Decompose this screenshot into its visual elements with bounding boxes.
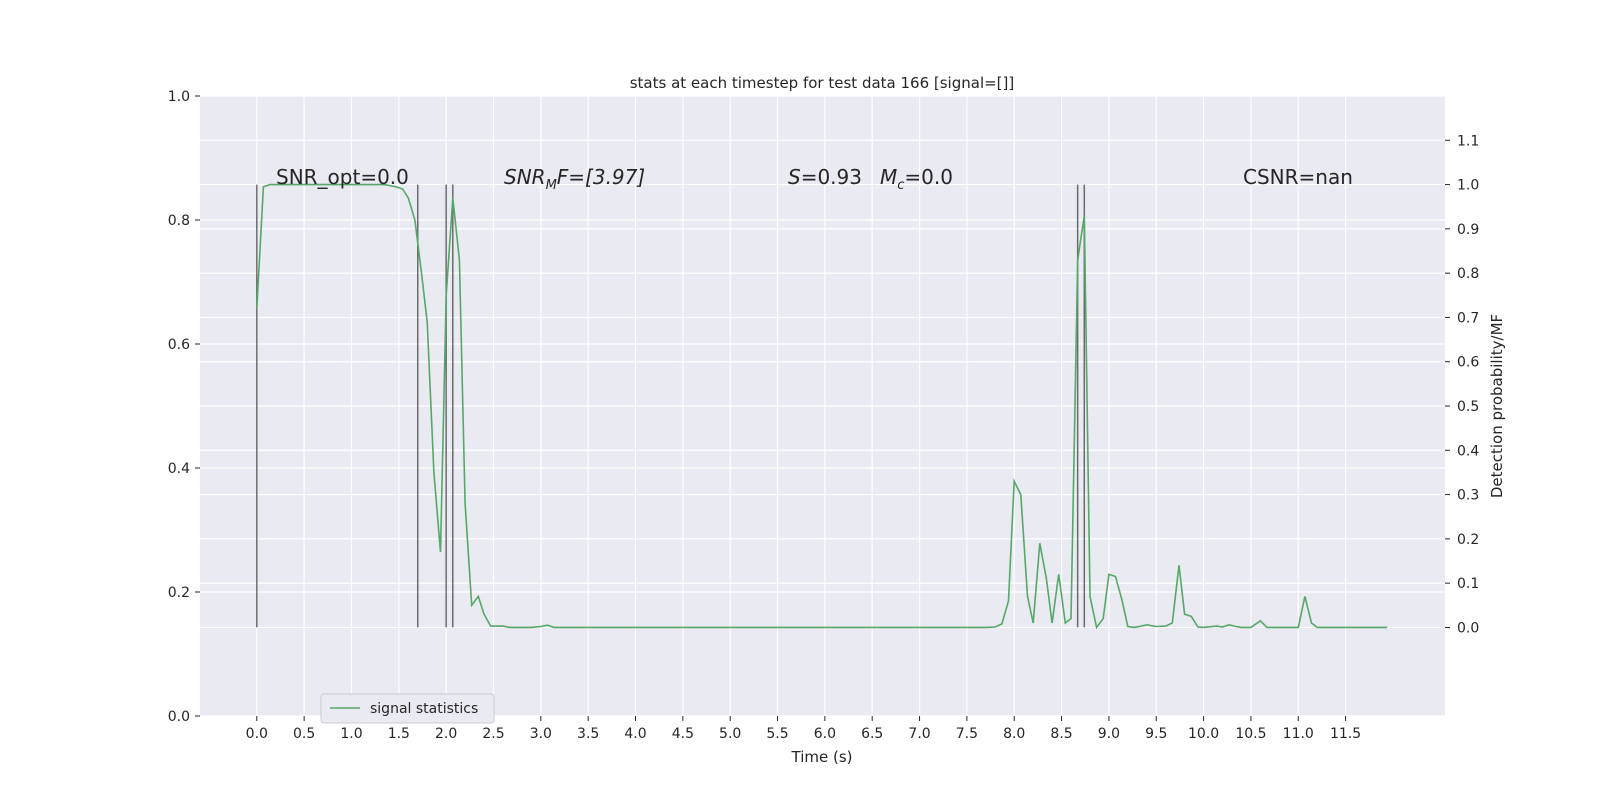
grid-right <box>200 139 1445 629</box>
y-axis-right-label: Detection probability/MF <box>1488 314 1506 498</box>
y-right-tick-label: 0.9 <box>1457 222 1479 238</box>
y-left-tick-label: 0.0 <box>168 709 190 725</box>
y-right-tick-label: 1.1 <box>1457 133 1479 149</box>
x-tick-label: 0.0 <box>246 726 268 742</box>
x-tick-label: 10.5 <box>1235 726 1266 742</box>
mc-subscript: c <box>897 178 904 193</box>
annotation-snr-mf: SNRMF=[3.97] <box>504 165 645 193</box>
legend-label: signal statistics <box>370 701 478 717</box>
x-tick-label: 8.5 <box>1050 726 1072 742</box>
x-tick-label: 1.5 <box>388 726 410 742</box>
legend-box <box>320 693 495 724</box>
y-left-tick-label: 0.4 <box>168 461 190 477</box>
annotation-s-mc: S=0.93 Mc=0.0 <box>788 165 953 193</box>
x-tick-label: 7.0 <box>908 726 930 742</box>
x-tick-label: 9.5 <box>1145 726 1167 742</box>
annotation-snr-opt: SNR_opt=0.0 <box>276 165 409 189</box>
y-right-tick-label: 0.6 <box>1457 355 1479 371</box>
x-tick-label: 7.5 <box>956 726 978 742</box>
mc-variable: M <box>880 165 897 189</box>
y-right-tick-label: 0.8 <box>1457 266 1479 282</box>
x-tick-label: 4.5 <box>672 726 694 742</box>
x-tick-label: 4.0 <box>624 726 646 742</box>
y-right-tick-label: 0.4 <box>1457 443 1479 459</box>
x-tick-label: 11.5 <box>1330 726 1361 742</box>
y-left-tick-label: 0.6 <box>168 337 190 353</box>
series-line-signal-statistics <box>256 183 1388 630</box>
legend: signal statistics <box>320 693 495 724</box>
event-lines <box>256 184 1086 628</box>
y-right-tick-label: 0.0 <box>1457 620 1479 636</box>
x-tick-label: 2.0 <box>435 726 457 742</box>
x-tick-label: 8.0 <box>1003 726 1025 742</box>
s-value: =0.93 <box>801 165 862 189</box>
x-tick-label: 6.5 <box>861 726 883 742</box>
mc-value: =0.0 <box>904 165 953 189</box>
x-axis-ticks: 0.0 0.5 1.0 1.5 2.0 2.5 3.0 3.5 4.0 4.5 5.0 5.5 6.0 6… <box>246 716 1361 742</box>
y-right-tick-label: 1.0 <box>1457 178 1479 194</box>
snr-mf-prefix: SNR <box>504 165 546 189</box>
annotation-csnr: CSNR=nan <box>1243 165 1353 189</box>
y-right-tick-label: 0.5 <box>1457 399 1479 415</box>
snr-mf-suffix: F=[3.97] <box>557 165 645 189</box>
x-tick-label: 2.5 <box>482 726 504 742</box>
y-right-tick-label: 0.2 <box>1457 532 1479 548</box>
y-axis-left-ticks: 0.0 0.2 0.4 0.6 0.8 1.0 <box>168 89 200 725</box>
y-left-tick-label: 1.0 <box>168 89 190 105</box>
y-right-tick-label: 0.1 <box>1457 576 1479 592</box>
x-tick-label: 6.0 <box>814 726 836 742</box>
x-tick-label: 5.0 <box>719 726 741 742</box>
x-axis-label: Time (s) <box>791 748 853 766</box>
y-right-tick-label: 0.7 <box>1457 310 1479 326</box>
x-tick-label: 1.0 <box>340 726 362 742</box>
y-left-tick-label: 0.8 <box>168 213 190 229</box>
chart-title: stats at each timestep for test data 166… <box>630 74 1015 92</box>
x-tick-label: 3.5 <box>577 726 599 742</box>
x-tick-label: 11.0 <box>1283 726 1314 742</box>
x-tick-label: 0.5 <box>293 726 315 742</box>
s-variable: S <box>788 165 801 189</box>
y-left-tick-label: 0.2 <box>168 585 190 601</box>
x-tick-label: 10.0 <box>1188 726 1219 742</box>
x-tick-label: 5.5 <box>766 726 788 742</box>
y-right-tick-label: 0.3 <box>1457 488 1479 504</box>
y-axis-right-ticks: 0.0 0.1 0.2 0.3 0.4 0.5 0.6 0.7 0.8 0.9 1.0 1.1 <box>1445 133 1479 636</box>
x-tick-label: 9.0 <box>1098 726 1120 742</box>
snr-mf-subscript: M <box>546 178 557 193</box>
x-tick-label: 3.0 <box>530 726 552 742</box>
